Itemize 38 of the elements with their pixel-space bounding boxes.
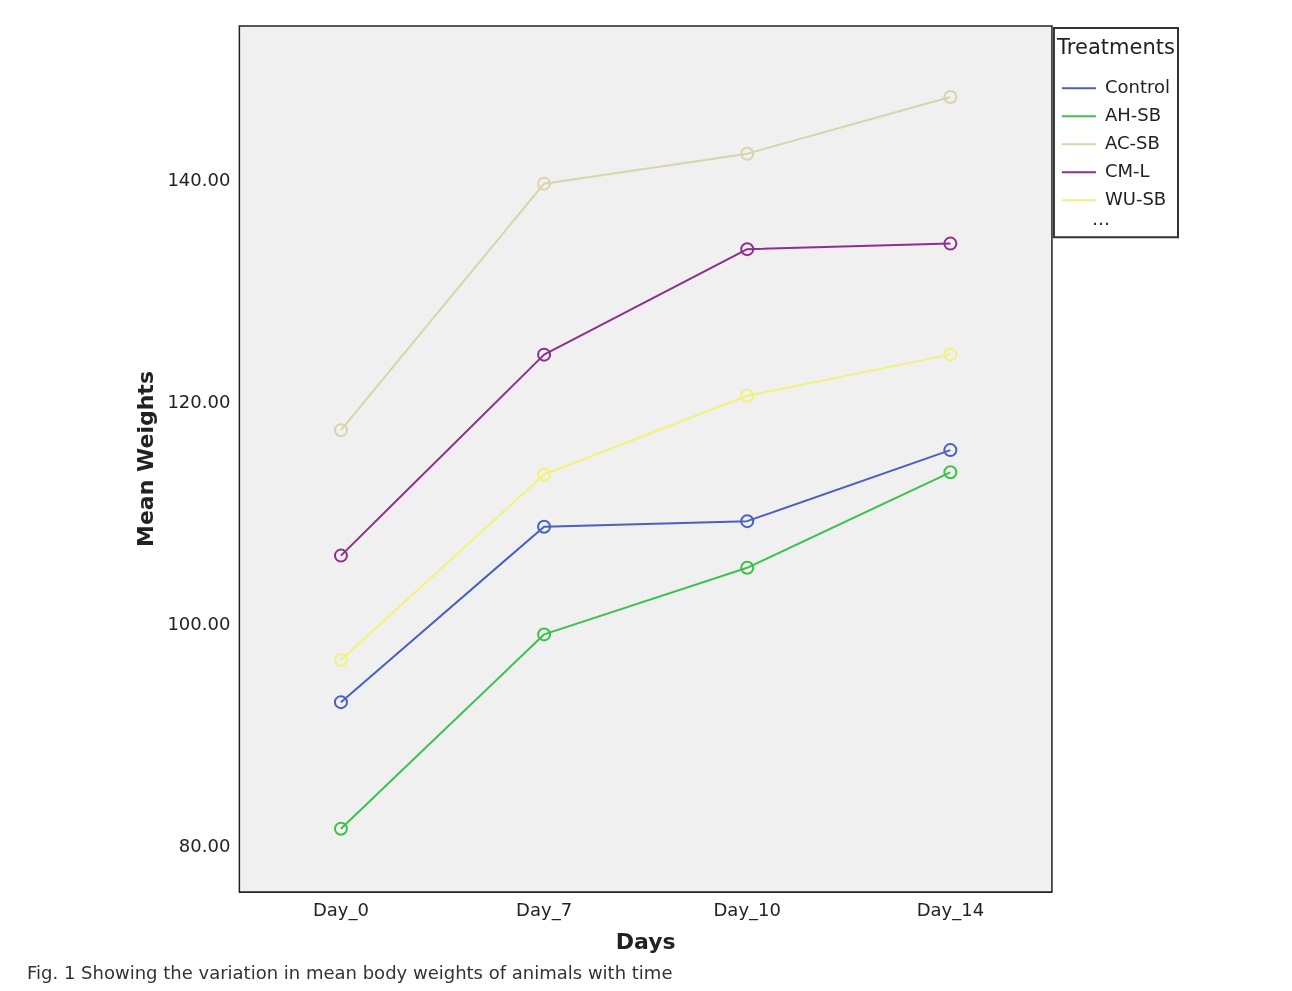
y-tick-label: 140.00 [167, 169, 231, 191]
point [740, 388, 755, 403]
point [943, 90, 958, 105]
x-tick-label: Day_14 [916, 899, 985, 922]
point [943, 347, 958, 362]
x-tick-label: Day_7 [516, 899, 573, 922]
point [740, 514, 755, 529]
point [537, 519, 552, 534]
y-tick-label: 120.00 [167, 391, 231, 413]
point [537, 467, 552, 482]
y-axis-title: Mean Weights [132, 371, 158, 547]
point [740, 242, 755, 257]
point [943, 236, 958, 251]
legend-label: Control [1104, 75, 1171, 97]
y-tick-label: 80.00 [178, 835, 231, 857]
legend-label: AH-SB [1104, 103, 1162, 125]
point [943, 443, 958, 458]
point [333, 548, 348, 563]
y-tick-label: 100.00 [167, 613, 231, 635]
point [740, 146, 755, 161]
point [333, 821, 348, 836]
legend-label: CM-L [1104, 159, 1150, 181]
x-axis-title: Days [615, 928, 676, 954]
point [537, 627, 552, 642]
legend-title: Treatments [1056, 34, 1175, 59]
point [537, 176, 552, 191]
caption: Fig. 1 Showing the variation in mean body weights of animals with time [27, 962, 673, 983]
legend-label: WU-SB [1104, 187, 1167, 209]
point [943, 465, 958, 480]
point [333, 695, 348, 710]
point [333, 652, 348, 667]
point [740, 560, 755, 575]
x-tick-label: Day_10 [713, 899, 781, 922]
text: … [1091, 207, 1110, 229]
legend-label: AC-SB [1104, 131, 1160, 153]
point [333, 423, 348, 438]
x-tick-label: Day_0 [312, 899, 369, 922]
point [537, 347, 552, 362]
